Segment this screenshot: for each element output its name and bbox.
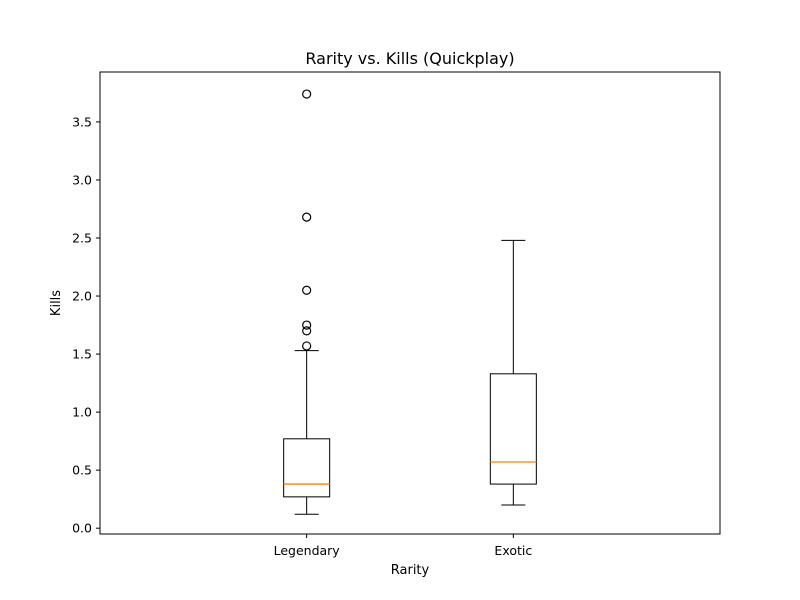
x-axis: Legendary Exotic [274,534,532,558]
y-axis: 0.0 0.5 1.0 1.5 2.0 2.5 3.0 3.5 [72,114,100,536]
iqr-box [283,438,331,498]
y-tick-label: 1.0 [72,405,92,420]
outlier-point [302,285,312,295]
outlier-point [302,326,312,336]
outlier-point [302,212,312,222]
x-tick-label: Legendary [274,543,341,558]
outlier-point [302,89,312,99]
x-tick-label: Exotic [494,543,532,558]
y-axis-label: Kills [49,290,64,316]
y-tick-label: 1.5 [72,347,92,362]
box-exotic [489,239,537,506]
y-tick-label: 0.5 [72,463,92,478]
y-tick-label: 2.0 [72,289,92,304]
y-tick-label: 3.0 [72,172,92,187]
x-axis-label: Rarity [391,563,430,578]
box-legendary [283,89,331,515]
y-tick-label: 3.5 [72,114,92,129]
y-tick-label: 0.0 [72,521,92,536]
box-series [283,89,537,515]
outlier-point [302,320,312,330]
iqr-box [489,373,537,485]
plot-area [99,71,721,535]
y-tick-label: 2.5 [72,230,92,245]
chart-title: Rarity vs. Kills (Quickplay) [305,49,514,68]
outlier-point [302,341,312,351]
